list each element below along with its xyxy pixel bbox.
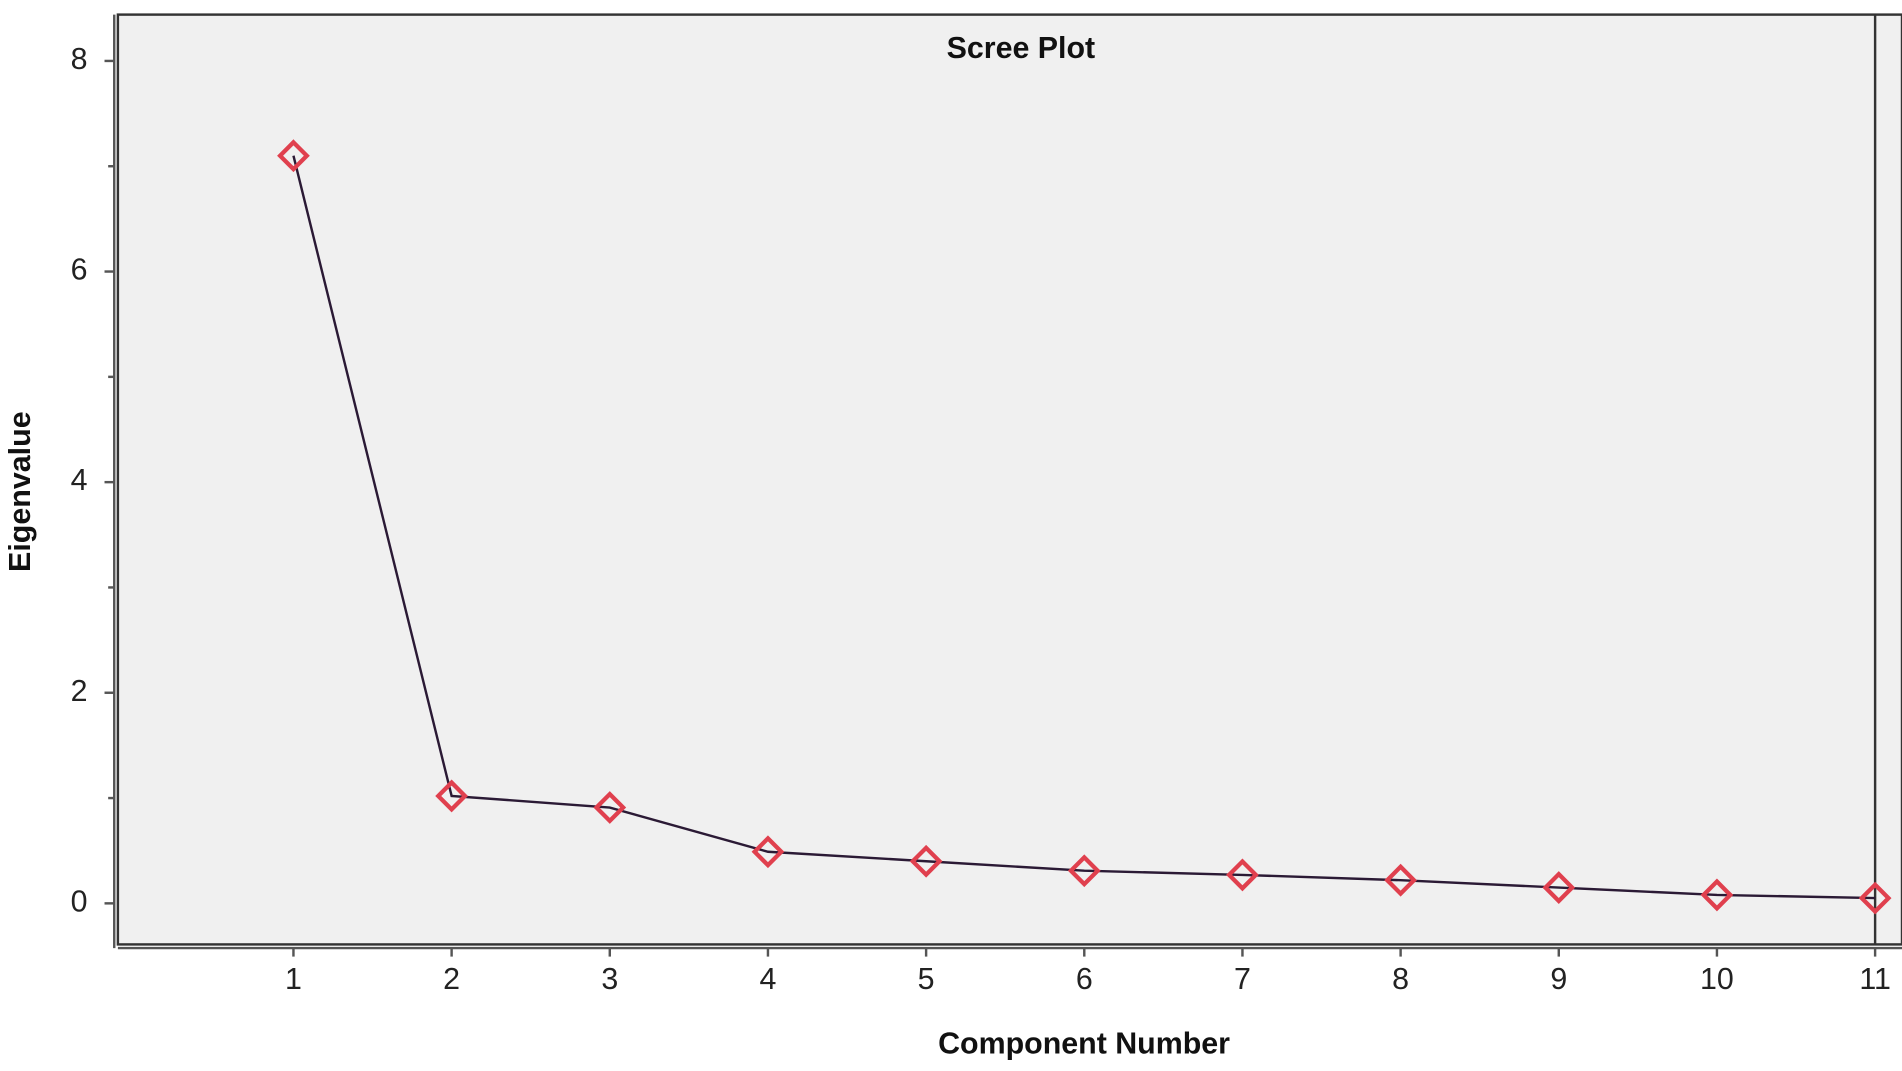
- marker: [593, 791, 627, 824]
- marker: [909, 844, 943, 878]
- marker: [1384, 863, 1417, 897]
- marker: [277, 139, 310, 173]
- x-tick-label: 8: [1392, 962, 1409, 996]
- marker: [1542, 871, 1576, 904]
- marker: [1858, 881, 1892, 915]
- series-line: [292, 155, 1876, 900]
- x-tick-label: 4: [760, 962, 777, 996]
- x-tick-label: 11: [1859, 962, 1891, 996]
- marker: [1226, 858, 1259, 892]
- y-axis-label: Eigenvalue: [3, 411, 37, 572]
- x-tick-label: 2: [443, 962, 460, 996]
- y-tick-label: 4: [71, 463, 88, 497]
- marker: [751, 835, 785, 869]
- x-tick-label: 10: [1700, 962, 1734, 996]
- x-tick-label: 9: [1550, 962, 1567, 996]
- x-tick-label: 3: [601, 962, 618, 996]
- y-tick-label: 2: [71, 674, 88, 708]
- marker: [435, 779, 468, 813]
- chart-title: Scree Plot: [947, 31, 1096, 65]
- x-tick-label: 7: [1234, 962, 1251, 996]
- x-axis-label: Component Number: [938, 1026, 1230, 1060]
- plot-area: [116, 13, 1902, 946]
- x-tick-label: 5: [918, 962, 935, 996]
- x-tick-label: 6: [1076, 962, 1093, 996]
- y-tick-label: 6: [71, 253, 88, 287]
- y-tick-label: 8: [71, 42, 88, 76]
- x-tick-label: 1: [285, 962, 302, 996]
- y-tick-label: 0: [71, 884, 88, 918]
- marker: [1700, 878, 1734, 912]
- marker: [1067, 854, 1101, 888]
